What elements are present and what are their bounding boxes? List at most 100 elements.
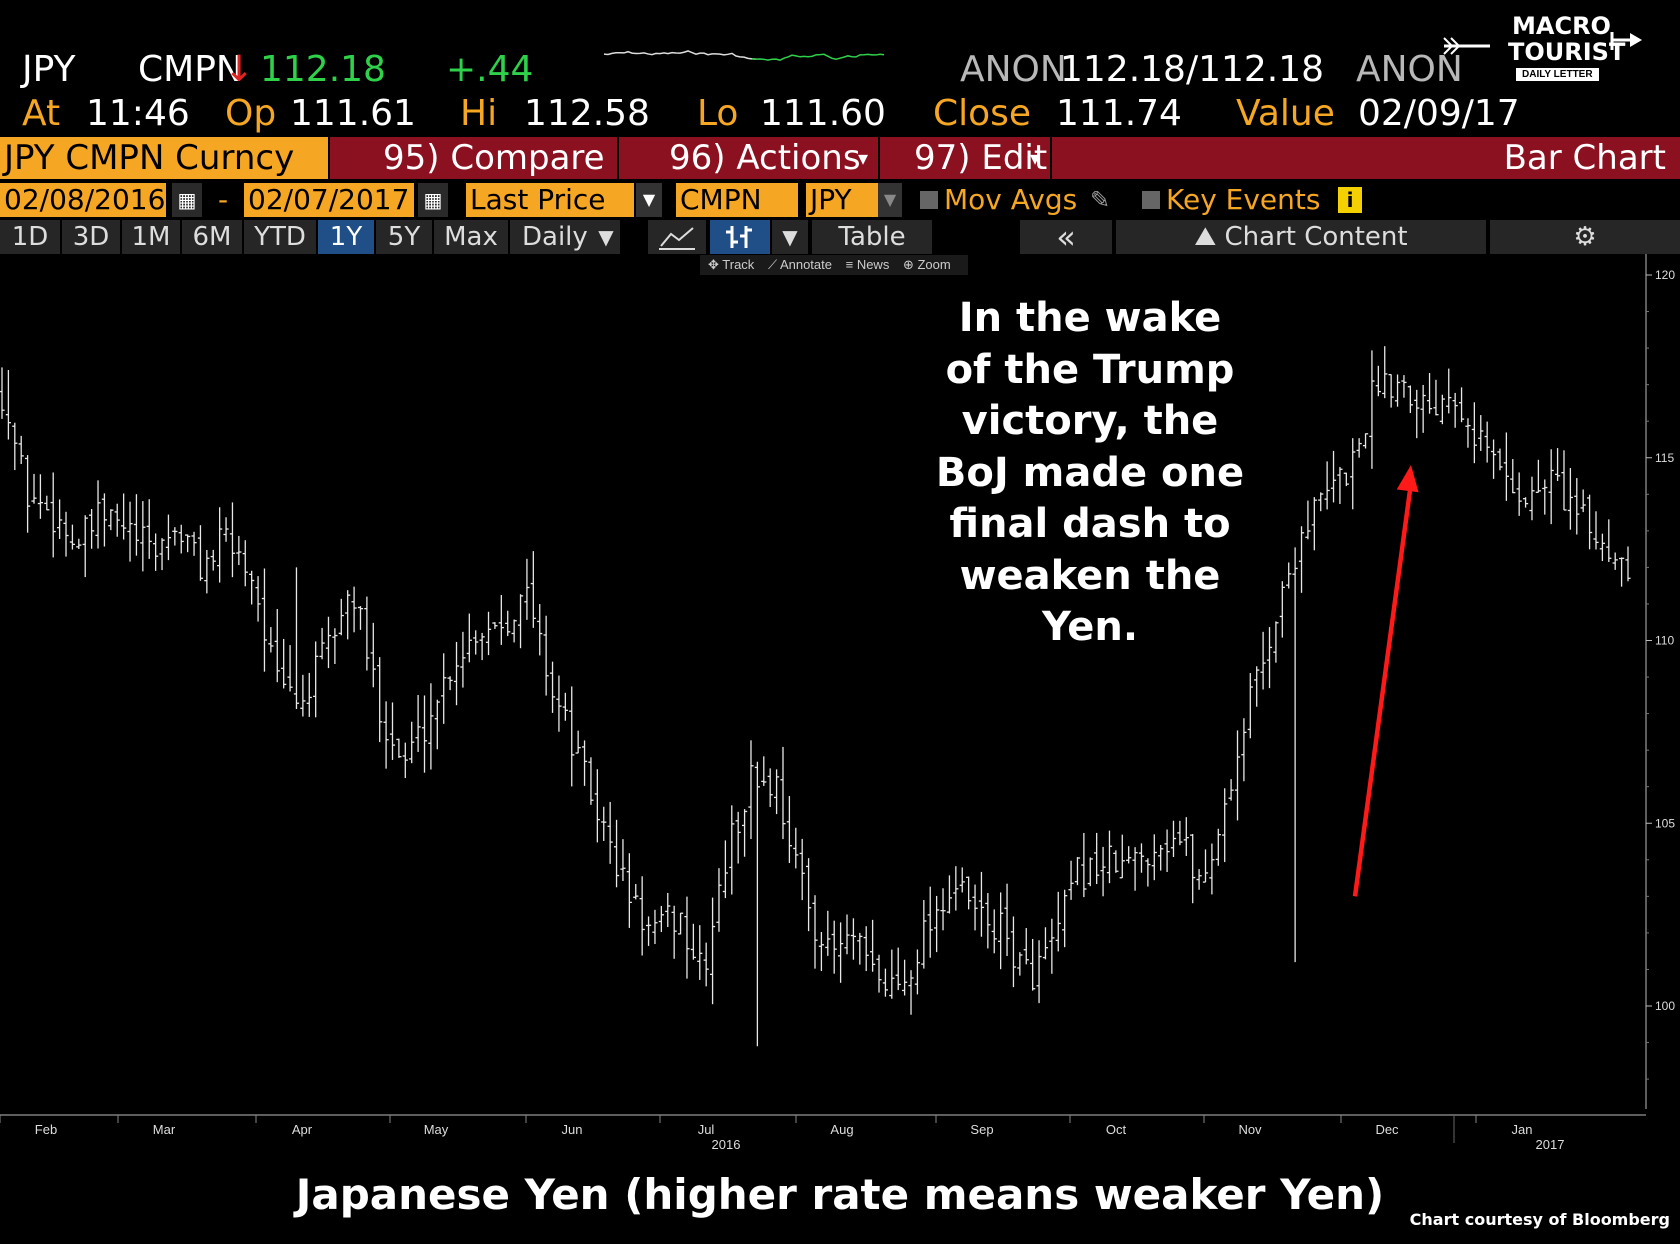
collapse-button[interactable]: « — [1020, 220, 1112, 254]
currency-select[interactable]: JPY — [806, 183, 880, 217]
low-value: 111.60 — [760, 93, 886, 134]
chevron-down-icon[interactable]: ▼ — [772, 220, 808, 254]
track-tool[interactable]: ✥ Track — [708, 257, 755, 272]
band-background — [330, 137, 1680, 179]
close-value: 111.74 — [1056, 93, 1182, 134]
band-divider — [1050, 137, 1052, 179]
x-year-label: 2016 — [712, 1137, 741, 1152]
x-tick-label: Apr — [292, 1122, 313, 1137]
close-label: Close — [933, 93, 1032, 134]
y-tick-label: 115 — [1655, 451, 1674, 465]
macro-tourist-logo: MACRO TOURIST DAILY LETTER — [1442, 10, 1642, 88]
x-year-label: 2017 — [1536, 1137, 1565, 1152]
logo-line-1: MACRO — [1512, 12, 1611, 40]
news-tool[interactable]: ≡ News — [845, 257, 890, 272]
zoom-label: Zoom — [917, 257, 951, 272]
chevron-down-icon[interactable]: ▼ — [636, 183, 662, 217]
ticker: JPY — [22, 49, 76, 90]
x-tick-label: Jun — [562, 1122, 583, 1137]
arrow-head-icon — [1610, 32, 1642, 50]
chart-caption: Japanese Yen (higher rate means weaker Y… — [295, 1170, 1385, 1219]
annotation-line: In the wake — [958, 295, 1222, 341]
annotation-line: Yen. — [1041, 604, 1139, 650]
period-1m-button[interactable]: 1M — [122, 220, 180, 254]
x-tick-label: Feb — [35, 1122, 57, 1137]
arrow-fletching-icon — [1443, 37, 1490, 55]
at-label: At — [22, 93, 61, 134]
source-select[interactable]: CMPN — [676, 183, 798, 217]
edit-dropdown-icon[interactable]: ▾ — [1030, 146, 1041, 170]
annotation-arrow — [1352, 482, 1414, 897]
zoom-tool[interactable]: ⊕ Zoom — [902, 257, 951, 272]
y-tick-label: 120 — [1655, 268, 1675, 282]
y-tick-label: 100 — [1655, 999, 1675, 1013]
period-max-button[interactable]: Max — [434, 220, 508, 254]
x-tick-label: Jul — [698, 1122, 715, 1137]
start-date-field[interactable]: 02/08/2016 — [0, 183, 166, 217]
table-button[interactable]: Table — [812, 220, 932, 254]
x-tick-label: May — [424, 1122, 449, 1137]
x-tick-label: Jan — [1512, 1122, 1533, 1137]
end-date-field[interactable]: 02/07/2017 — [244, 183, 414, 217]
x-tick-label: Oct — [1106, 1122, 1127, 1137]
calendar-icon[interactable]: ▦ — [172, 183, 202, 217]
value-date: 02/09/17 — [1358, 93, 1520, 134]
period-5y-button[interactable]: 5Y — [376, 220, 432, 254]
field-select[interactable]: Last Price — [466, 183, 634, 217]
period-6m-button[interactable]: 6M — [182, 220, 242, 254]
down-arrow-icon: ↓ — [224, 49, 255, 90]
annotation-line: of the Trump — [945, 346, 1235, 393]
net-change: +.44 — [446, 49, 534, 90]
chart-content-icon: ⛰ — [1194, 222, 1217, 252]
x-tick-label: Nov — [1238, 1122, 1262, 1137]
period-3d-button[interactable]: 3D — [62, 220, 120, 254]
frequency-select[interactable]: Daily — [510, 220, 620, 254]
chevron-down-icon[interactable]: ▼ — [598, 225, 614, 249]
mov-avgs-label: Mov Avgs — [944, 183, 1078, 216]
x-tick-label: Sep — [970, 1122, 993, 1137]
chart-content-button[interactable]: ⛰ Chart Content — [1116, 220, 1486, 254]
info-icon[interactable]: i — [1338, 187, 1362, 213]
key-events-checkbox[interactable] — [1142, 191, 1160, 209]
key-events-label: Key Events — [1166, 183, 1321, 216]
chevron-down-icon[interactable]: ▼ — [878, 183, 902, 217]
actions-dropdown-icon[interactable]: ▾ — [858, 146, 869, 170]
period-1d-button[interactable]: 1D — [0, 220, 60, 254]
bar-chart-icon[interactable] — [710, 220, 770, 254]
price-chart[interactable]: 120 115 110 105 100 Feb Mar Apr May Jun Jul Aug Sep O… — [0, 254, 1680, 1154]
bid-ask: 112.18/112.18 — [1060, 49, 1325, 90]
value-label: Value — [1236, 93, 1335, 134]
line-chart-icon[interactable] — [648, 220, 706, 254]
security-name[interactable]: JPY CMPN Curncy — [0, 137, 328, 179]
logo-line-2: TOURIST — [1508, 38, 1626, 66]
annotate-tool[interactable]: ⟋ Annotate — [767, 257, 832, 272]
track-label: Track — [722, 257, 755, 272]
edit-menu[interactable]: 97) Edit — [914, 138, 1048, 178]
logo-line-3: DAILY LETTER — [1516, 68, 1599, 81]
high-value: 112.58 — [524, 93, 650, 134]
calendar-icon[interactable]: ▦ — [418, 183, 448, 217]
last-price: 112.18 — [260, 49, 386, 90]
gear-icon[interactable]: ⚙ — [1490, 220, 1680, 254]
band-divider — [617, 137, 619, 179]
annotation-line: BoJ made one — [935, 449, 1245, 496]
compare-menu[interactable]: 95) Compare — [383, 138, 605, 178]
annotation-text: In the wake of the Trump victory, the Bo… — [890, 293, 1290, 654]
period-1y-button[interactable]: 1Y — [318, 220, 374, 254]
low-label: Lo — [697, 93, 739, 134]
pencil-icon[interactable]: ✎ — [1090, 186, 1111, 214]
period-ytd-button[interactable]: YTD — [244, 220, 316, 254]
chart-credit: Chart courtesy of Bloomberg — [1409, 1210, 1670, 1229]
annotation-line: victory, the — [961, 398, 1219, 444]
annotation-line: final dash to — [949, 501, 1231, 547]
open-label: Op — [225, 93, 277, 134]
intraday-sparkline — [604, 50, 885, 61]
high-label: Hi — [460, 93, 498, 134]
annotation-arrowhead — [1396, 465, 1419, 493]
mov-avgs-checkbox[interactable] — [920, 191, 938, 209]
chart-content-label: Chart Content — [1224, 222, 1408, 252]
y-tick-label: 110 — [1655, 634, 1674, 648]
annotation-line: weaken the — [959, 552, 1221, 599]
tool-strip: ✥ Track ⟋ Annotate ≡ News ⊕ Zoom — [700, 255, 968, 275]
actions-menu[interactable]: 96) Actions — [669, 138, 861, 178]
